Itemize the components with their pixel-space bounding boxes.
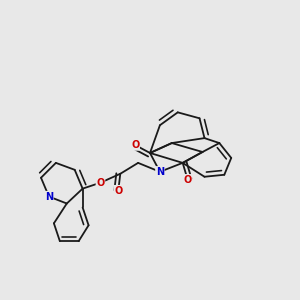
Text: O: O: [114, 186, 122, 196]
Text: N: N: [156, 167, 164, 177]
Text: O: O: [184, 175, 192, 185]
Text: N: N: [45, 192, 53, 202]
Text: O: O: [131, 140, 139, 150]
Text: O: O: [96, 178, 105, 188]
